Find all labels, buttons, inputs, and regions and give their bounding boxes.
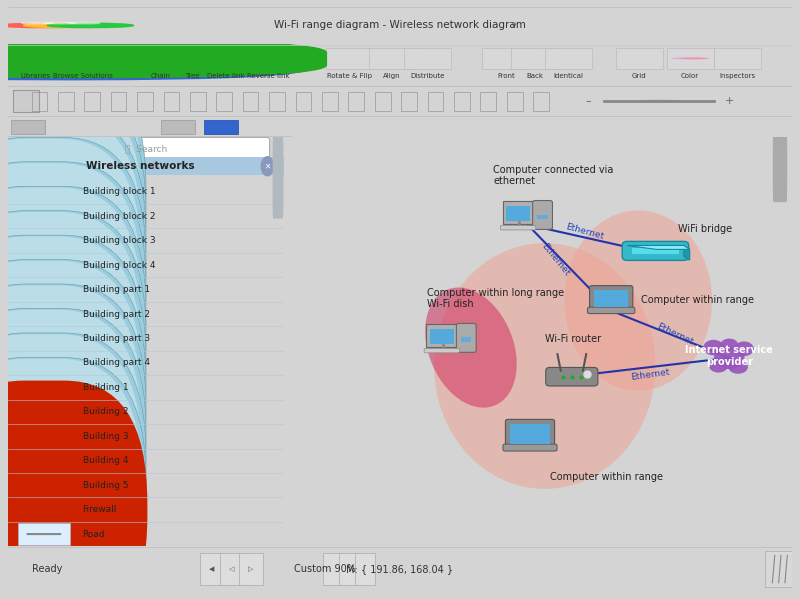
FancyBboxPatch shape <box>0 113 146 368</box>
FancyBboxPatch shape <box>0 308 146 564</box>
FancyBboxPatch shape <box>326 48 373 69</box>
FancyBboxPatch shape <box>18 352 70 374</box>
FancyBboxPatch shape <box>424 349 459 353</box>
Text: Custom 90%: Custom 90% <box>294 564 356 574</box>
FancyBboxPatch shape <box>18 449 70 472</box>
FancyBboxPatch shape <box>11 120 45 134</box>
Text: Building part 3: Building part 3 <box>82 334 150 343</box>
FancyBboxPatch shape <box>0 211 146 466</box>
Text: Browse Solutions: Browse Solutions <box>53 73 113 79</box>
FancyBboxPatch shape <box>18 279 70 301</box>
Text: Building part 2: Building part 2 <box>82 310 150 319</box>
Ellipse shape <box>714 347 745 369</box>
FancyBboxPatch shape <box>18 401 70 423</box>
FancyBboxPatch shape <box>59 48 106 69</box>
Text: Ethernet: Ethernet <box>655 322 694 347</box>
FancyBboxPatch shape <box>169 48 216 69</box>
Text: 🔍  Search: 🔍 Search <box>125 144 167 153</box>
FancyBboxPatch shape <box>18 376 70 399</box>
Text: Front: Front <box>497 73 514 79</box>
FancyBboxPatch shape <box>0 333 146 589</box>
FancyBboxPatch shape <box>0 284 146 540</box>
Text: Building block 4: Building block 4 <box>82 261 155 270</box>
FancyBboxPatch shape <box>239 553 262 585</box>
FancyBboxPatch shape <box>0 358 146 599</box>
Text: ◀: ◀ <box>209 566 214 572</box>
Text: ◁: ◁ <box>229 566 234 572</box>
FancyBboxPatch shape <box>18 474 70 497</box>
FancyBboxPatch shape <box>594 289 628 307</box>
FancyBboxPatch shape <box>511 48 558 69</box>
FancyBboxPatch shape <box>323 553 343 585</box>
Ellipse shape <box>434 243 655 489</box>
Text: Building part 4: Building part 4 <box>82 358 150 367</box>
Text: Reverse link: Reverse link <box>247 73 290 79</box>
FancyBboxPatch shape <box>506 419 554 448</box>
FancyBboxPatch shape <box>461 337 471 342</box>
FancyBboxPatch shape <box>666 48 714 69</box>
Text: Libraries: Libraries <box>20 73 50 79</box>
FancyBboxPatch shape <box>138 48 184 69</box>
FancyBboxPatch shape <box>12 48 59 69</box>
Ellipse shape <box>728 360 748 374</box>
Text: Align: Align <box>383 73 401 79</box>
FancyBboxPatch shape <box>0 65 142 319</box>
FancyBboxPatch shape <box>500 225 536 230</box>
Circle shape <box>47 23 134 28</box>
FancyBboxPatch shape <box>18 327 70 350</box>
FancyBboxPatch shape <box>0 162 146 418</box>
Ellipse shape <box>703 340 724 355</box>
FancyBboxPatch shape <box>765 550 792 588</box>
Text: Computer within range: Computer within range <box>550 471 662 482</box>
Text: ∨: ∨ <box>510 21 517 30</box>
FancyBboxPatch shape <box>0 237 142 489</box>
FancyBboxPatch shape <box>502 201 535 224</box>
FancyBboxPatch shape <box>18 205 70 228</box>
Text: Wi-Fi range diagram - Wireless network diagram: Wi-Fi range diagram - Wireless network d… <box>274 20 526 31</box>
Text: –: – <box>586 96 591 106</box>
Text: Ethernet: Ethernet <box>565 222 606 241</box>
FancyBboxPatch shape <box>714 48 761 69</box>
FancyBboxPatch shape <box>0 90 142 343</box>
FancyBboxPatch shape <box>220 553 243 585</box>
FancyBboxPatch shape <box>0 38 311 80</box>
FancyBboxPatch shape <box>18 302 70 325</box>
Text: M: { 191.86, 168.04 }: M: { 191.86, 168.04 } <box>346 564 454 574</box>
Text: Ethernet: Ethernet <box>630 367 670 382</box>
FancyBboxPatch shape <box>0 138 142 392</box>
Text: Color: Color <box>681 73 699 79</box>
Text: Building part 1: Building part 1 <box>82 285 150 294</box>
FancyBboxPatch shape <box>0 137 146 393</box>
Text: Wireless networks: Wireless networks <box>86 161 194 171</box>
FancyBboxPatch shape <box>512 226 526 228</box>
FancyBboxPatch shape <box>632 248 679 254</box>
Ellipse shape <box>565 210 712 391</box>
Text: Building block 3: Building block 3 <box>82 236 155 245</box>
Text: Firewall: Firewall <box>82 505 117 514</box>
FancyBboxPatch shape <box>18 229 70 252</box>
Text: Inspectors: Inspectors <box>719 73 755 79</box>
Text: Computer within long range
Wi-Fi dish: Computer within long range Wi-Fi dish <box>426 288 564 309</box>
Text: Ethernet: Ethernet <box>539 241 571 277</box>
FancyBboxPatch shape <box>0 334 142 587</box>
Text: ▷: ▷ <box>248 566 254 572</box>
Text: Computer within range: Computer within range <box>641 295 754 305</box>
FancyBboxPatch shape <box>339 553 359 585</box>
FancyBboxPatch shape <box>162 120 195 134</box>
FancyBboxPatch shape <box>369 48 416 69</box>
FancyBboxPatch shape <box>503 444 557 451</box>
FancyBboxPatch shape <box>0 261 142 514</box>
Text: Building block 2: Building block 2 <box>82 212 155 221</box>
FancyBboxPatch shape <box>14 90 38 112</box>
Text: Identical: Identical <box>554 73 583 79</box>
FancyBboxPatch shape <box>59 48 106 69</box>
Text: Chain: Chain <box>151 73 171 79</box>
FancyBboxPatch shape <box>426 324 458 347</box>
Text: Distribute: Distribute <box>410 73 445 79</box>
FancyBboxPatch shape <box>546 367 598 386</box>
Text: Building 4: Building 4 <box>82 456 128 465</box>
Circle shape <box>261 156 274 177</box>
FancyBboxPatch shape <box>0 40 327 78</box>
Polygon shape <box>627 246 690 249</box>
